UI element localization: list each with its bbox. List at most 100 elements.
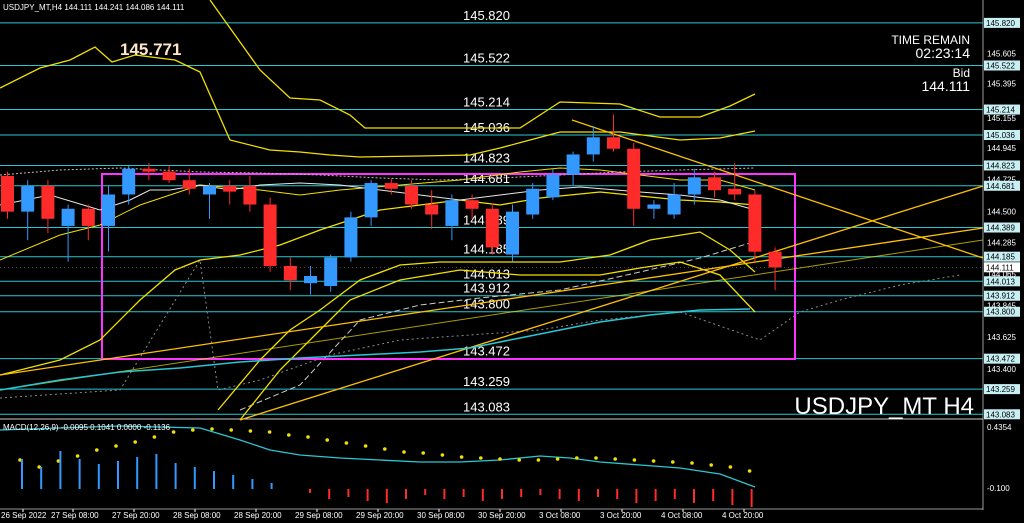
signal-dot — [75, 454, 80, 458]
candlesticks[interactable] — [1, 114, 782, 295]
candle-body[interactable] — [243, 185, 257, 205]
candle-body[interactable] — [102, 194, 115, 226]
signal-dot — [95, 448, 99, 452]
candle-body[interactable] — [81, 208, 95, 226]
signal-dot — [747, 469, 752, 473]
candle-body[interactable] — [546, 174, 560, 198]
candle-body[interactable] — [485, 208, 499, 248]
signal-dot — [363, 444, 368, 448]
time-remain-value: 02:23:14 — [916, 45, 971, 61]
candle-body[interactable] — [506, 211, 519, 255]
level-axis-tag — [984, 306, 1020, 317]
candle-body[interactable] — [768, 251, 782, 268]
level-axis-tag-text: 143.472 — [986, 355, 1015, 364]
price-axis-tags: 145.820 145.522 145.214 145.036 144.823 144.6… — [984, 17, 1020, 420]
range-box[interactable] — [101, 173, 796, 360]
candle-body[interactable] — [405, 185, 418, 205]
candle-body[interactable] — [728, 188, 742, 195]
candle-body[interactable] — [748, 194, 762, 252]
candle-body[interactable] — [586, 137, 600, 155]
candle-body[interactable] — [708, 177, 721, 191]
candle-body[interactable] — [142, 168, 156, 172]
level-axis-tag-text: 143.800 — [986, 308, 1015, 317]
candle-body[interactable] — [687, 177, 701, 195]
price-tick-label: 145.395 — [987, 80, 1016, 89]
candle-body[interactable] — [162, 171, 176, 181]
signal-dot — [37, 465, 41, 469]
time-tick-label: 26 Sep 2022 — [1, 511, 47, 520]
candle-body[interactable] — [526, 188, 540, 215]
candle-body[interactable] — [223, 185, 237, 192]
signal-dot — [133, 440, 137, 444]
level-label: 143.912 — [463, 281, 510, 296]
signal-dot — [498, 457, 502, 461]
signal-dot — [191, 428, 195, 432]
candle-body[interactable] — [384, 183, 398, 189]
signal-dot — [248, 429, 253, 433]
candle-body[interactable] — [283, 265, 297, 281]
price-axis: 145.605 145.395 145.155 144.945 144.725 144.5… — [0, 50, 1020, 374]
candle-body[interactable] — [263, 204, 277, 266]
bid-label: Bid — [953, 66, 970, 80]
candle-body[interactable] — [425, 204, 439, 215]
candle-body[interactable] — [203, 185, 216, 195]
cyan-ma-line — [0, 308, 751, 391]
candle-body[interactable] — [607, 137, 620, 149]
candle-body[interactable] — [21, 185, 35, 212]
time-axis: 26 Sep 2022 27 Sep 08:00 27 Sep 20:00 28 Se… — [1, 509, 764, 520]
candle-body[interactable] — [324, 257, 338, 287]
signal-dot — [267, 430, 272, 434]
candle-body[interactable] — [344, 217, 358, 258]
candle-body[interactable] — [566, 154, 580, 175]
time-tick-label: 28 Sep 20:00 — [234, 511, 282, 520]
time-tick-label: 4 Oct 20:00 — [722, 511, 764, 520]
time-tick-label: 30 Sep 08:00 — [417, 511, 465, 520]
candle-body[interactable] — [1, 175, 14, 212]
time-tick-label: 4 Oct 08:00 — [661, 511, 703, 520]
signal-dot — [18, 458, 22, 462]
level-axis-tag-text: 145.214 — [986, 106, 1015, 115]
current-price-tag — [984, 262, 1020, 273]
symbol-watermark: USDJPY_MT H4 — [794, 393, 974, 420]
price-tick-label: 144.945 — [987, 144, 1016, 153]
candle-body[interactable] — [364, 183, 378, 218]
price-tick-label: 145.155 — [987, 114, 1016, 123]
level-axis-tag — [984, 290, 1020, 301]
signal-dot — [632, 458, 637, 462]
candle-body[interactable] — [122, 168, 136, 195]
price-tick-label: 143.845 — [987, 301, 1016, 310]
candle-body[interactable] — [647, 204, 661, 209]
current-price-tag-text: 144.111 — [986, 263, 1014, 272]
signal-dot — [594, 456, 598, 460]
level-axis-tag-text: 143.083 — [986, 410, 1015, 419]
macd-panel — [0, 425, 756, 488]
macd-signal-dots — [18, 427, 752, 473]
signal-dot — [325, 438, 330, 442]
candle-body[interactable] — [304, 275, 317, 284]
signal-dot — [479, 456, 483, 460]
level-axis-tag — [984, 104, 1020, 115]
time-tick-label: 30 Sep 20:00 — [478, 511, 526, 520]
price-tick-label: 144.285 — [987, 238, 1016, 247]
candle-body[interactable] — [61, 208, 75, 226]
time-tick-label: 29 Sep 08:00 — [295, 511, 343, 520]
signal-dot — [306, 435, 310, 439]
macd-tick-top: 0.4354 — [987, 423, 1012, 432]
candle-body[interactable] — [465, 200, 479, 209]
candle-body[interactable] — [445, 200, 459, 226]
candle-body[interactable] — [667, 194, 681, 215]
level-axis-tag-text: 143.259 — [986, 385, 1015, 394]
level-axis-tag — [984, 276, 1020, 287]
candle-body[interactable] — [627, 148, 641, 209]
signal-dot — [421, 451, 426, 455]
signal-dot — [536, 458, 541, 462]
price-tick-label: 145.605 — [987, 50, 1016, 59]
signal-dot — [287, 433, 291, 437]
level-axis-tag-text: 144.389 — [986, 224, 1015, 233]
price-tick-label: 143.625 — [987, 333, 1016, 342]
candle-body[interactable] — [41, 185, 55, 219]
time-remain-label: TIME REMAIN — [891, 33, 970, 47]
candle-body[interactable] — [182, 180, 196, 189]
level-axis-tag — [984, 160, 1020, 171]
